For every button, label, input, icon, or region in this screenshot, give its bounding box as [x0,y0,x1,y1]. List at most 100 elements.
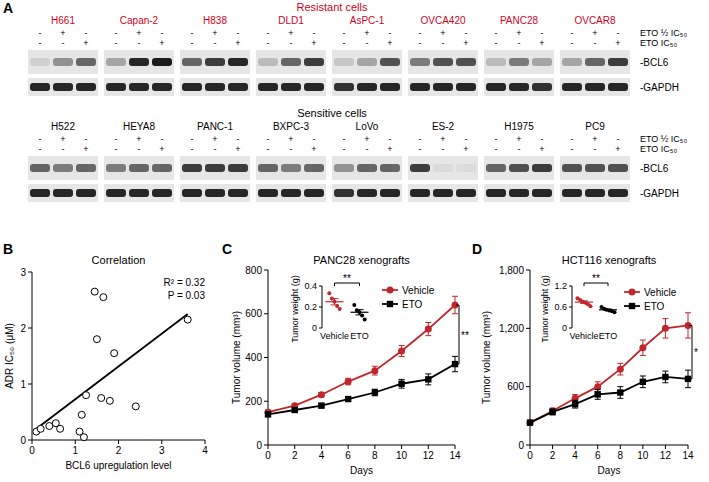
sign: + [440,134,445,144]
sem-cap [356,314,364,315]
error-cap [685,312,691,313]
tick [575,445,576,449]
cell-line: PC9 [585,121,605,132]
tick [597,445,598,449]
point [589,304,593,308]
band [152,83,172,91]
tick [569,307,572,308]
marker [80,434,87,441]
band [562,164,582,172]
tick [530,445,531,449]
error-cap [452,313,458,314]
membrane [104,156,174,180]
marker [318,391,325,398]
membrane [484,50,554,74]
band [228,58,248,66]
band [608,83,628,91]
cell-line: BXPC-3 [273,121,310,132]
tick [264,270,268,271]
sign: - [161,28,164,38]
sign: - [214,38,217,48]
tick [319,286,322,287]
band [410,189,430,197]
sign: - [138,144,141,154]
error-cap [425,373,431,374]
tick-label: 1.2 [554,281,567,291]
band [304,83,324,91]
tick-label: 1,800 [499,265,524,276]
tick [374,445,375,449]
band-label: -BCL6 [640,57,669,68]
band [258,83,278,91]
tick [264,357,268,358]
band [456,164,476,172]
sem-cap [604,309,612,310]
error-cap [572,408,578,409]
sign: + [615,38,620,48]
marker [549,407,556,414]
marker [98,395,105,402]
band [281,189,301,197]
error-cap [572,400,578,401]
panel-letter: D [472,241,482,257]
band [433,83,453,91]
error-cap [372,366,378,367]
band-label: -BCL6 [640,163,669,174]
error-cap [640,355,646,356]
membrane [560,78,630,96]
band [76,58,96,66]
tick-label: 0 [29,445,35,456]
band [258,58,278,66]
band [410,83,430,91]
band [30,58,50,66]
sign: + [60,134,65,144]
marker [345,396,351,402]
band [334,58,354,66]
significance: ** [461,330,469,341]
band [129,58,149,66]
marker [425,376,431,382]
legend-label: Vehicle [402,285,435,296]
membrane [332,50,402,74]
sem-cap [356,309,364,310]
band [205,164,225,172]
treatment-label: ETO ½ IC₅₀ [640,134,687,144]
sign: - [343,144,346,154]
panel-letter: B [3,241,13,257]
band [76,164,96,172]
tick [688,445,689,449]
band [433,164,453,172]
cell-line: H661 [51,15,75,26]
sign: - [290,38,293,48]
cell-line: LoVo [356,121,379,132]
sign: - [389,28,392,38]
tick [319,328,322,329]
marker [572,401,578,407]
membrane [256,50,326,74]
tick [268,445,269,449]
sign: - [62,38,65,48]
error-bar [595,382,601,392]
tick-label: 200 [245,396,262,407]
cell-line: Capan-2 [120,15,159,26]
band [486,189,506,197]
sign: - [571,28,574,38]
marker [265,411,271,417]
sign: + [311,38,316,48]
sem-bar [604,309,612,311]
tick [526,328,530,329]
sign: + [539,144,544,154]
cell-line: PANC-1 [197,121,233,132]
series-line [530,377,688,423]
tick-label: 4 [572,450,578,461]
sign: + [539,38,544,48]
membrane [560,156,630,180]
axis-label: Tumor weight (g) [290,275,300,343]
band [562,83,582,91]
panel-letter: A [3,0,13,16]
cell-line: OVCA420 [420,15,465,26]
band [205,83,225,91]
cell-line: H522 [51,121,75,132]
band [182,58,202,66]
sign: - [343,28,346,38]
